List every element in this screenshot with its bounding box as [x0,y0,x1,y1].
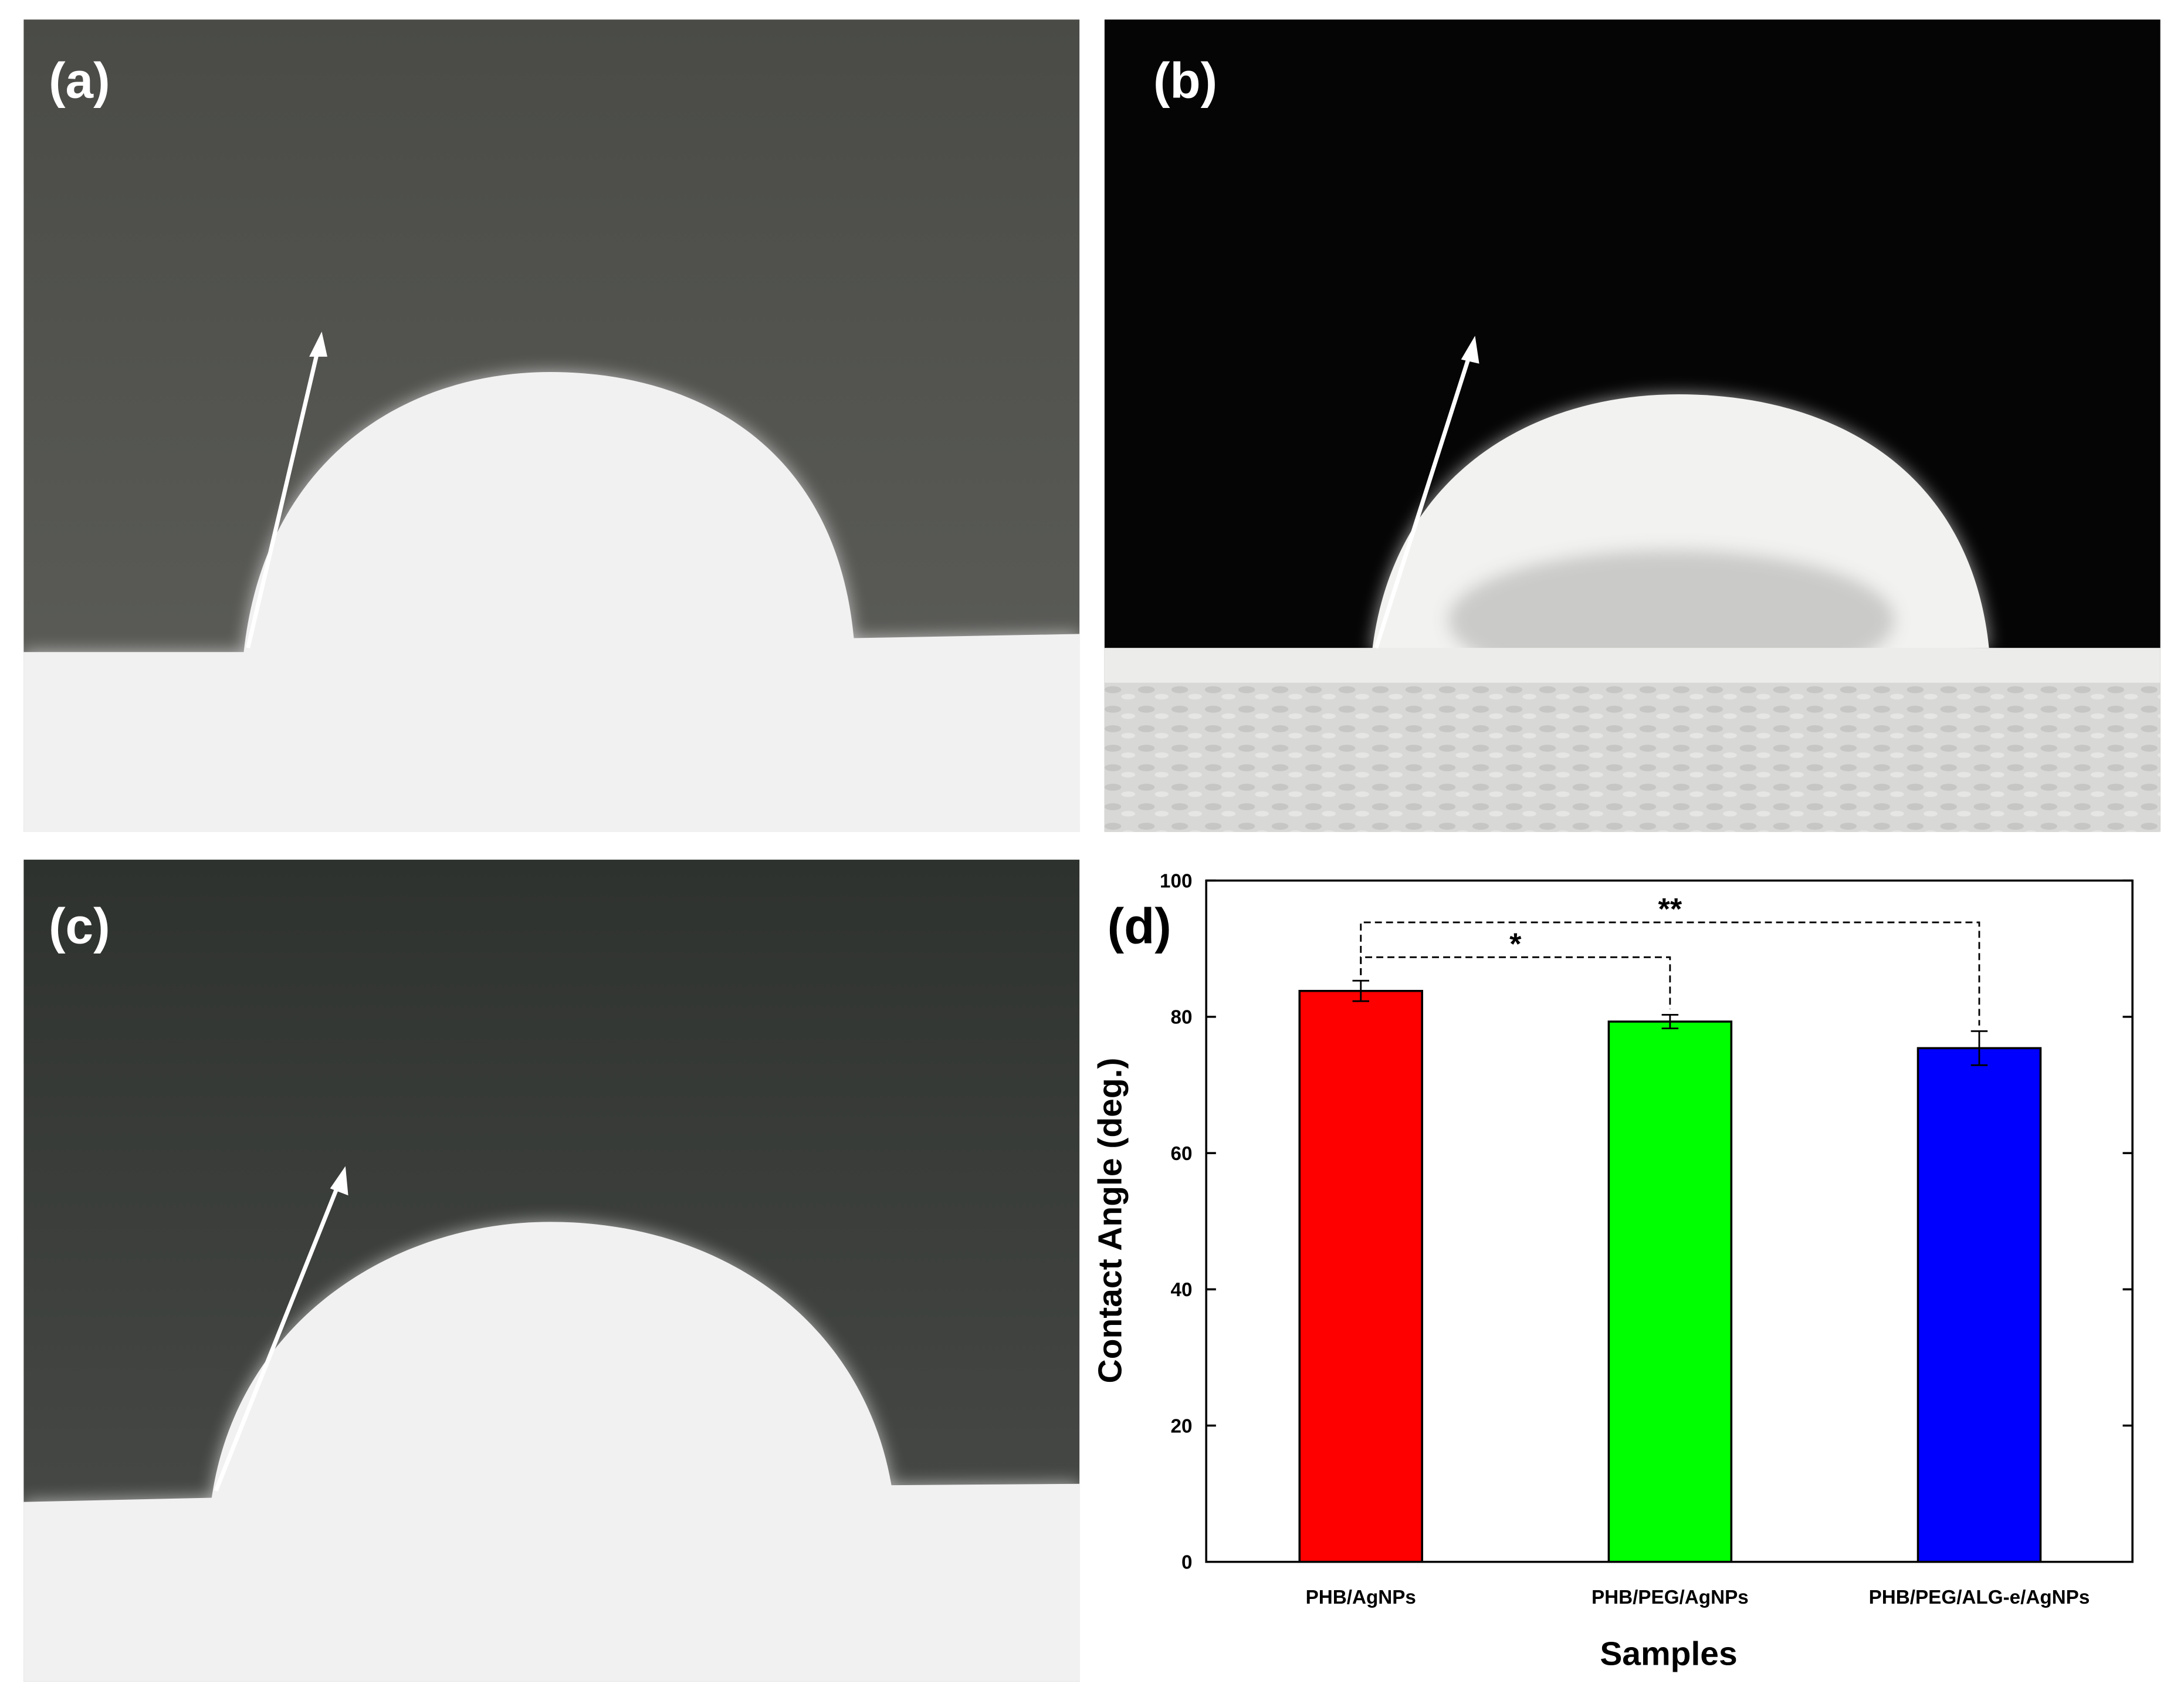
panel-label: (c) [49,899,110,955]
significance-label: * [1509,928,1522,962]
photo-a [23,19,1080,832]
y-axis-label: Contact Angle (deg.) [1091,1058,1129,1384]
bar [1607,1020,1733,1563]
error-bar [1970,1030,1988,1066]
x-tick-label: PHB/PEG/AgNPs [1592,1587,1749,1608]
error-bar [1352,979,1369,1002]
y-tick-label: 60 [1170,1143,1192,1165]
significance-bracket [1360,921,1980,1026]
significance-label: ** [1658,892,1682,927]
panel-label: (b) [1153,53,1217,109]
y-tick-label: 100 [1160,871,1192,892]
panel-label: (a) [49,53,110,109]
photo-b [1104,19,2161,832]
bar [1298,989,1424,1563]
y-tick-label: 0 [1181,1552,1192,1574]
bar [1916,1047,2042,1563]
x-tick-label: PHB/AgNPs [1306,1587,1416,1608]
y-tick-label: 40 [1170,1279,1192,1301]
significance-bracket [1360,956,1671,1009]
x-axis-label: Samples [1600,1635,1737,1672]
x-tick-label: PHB/PEG/ALG-e/AgNPs [1869,1587,2090,1608]
error-bar [1661,1013,1679,1030]
y-tick-label: 80 [1170,1007,1192,1029]
panel-label: (d) [1108,899,1171,955]
photo-c [23,860,1080,1682]
y-tick-label: 20 [1170,1415,1192,1437]
